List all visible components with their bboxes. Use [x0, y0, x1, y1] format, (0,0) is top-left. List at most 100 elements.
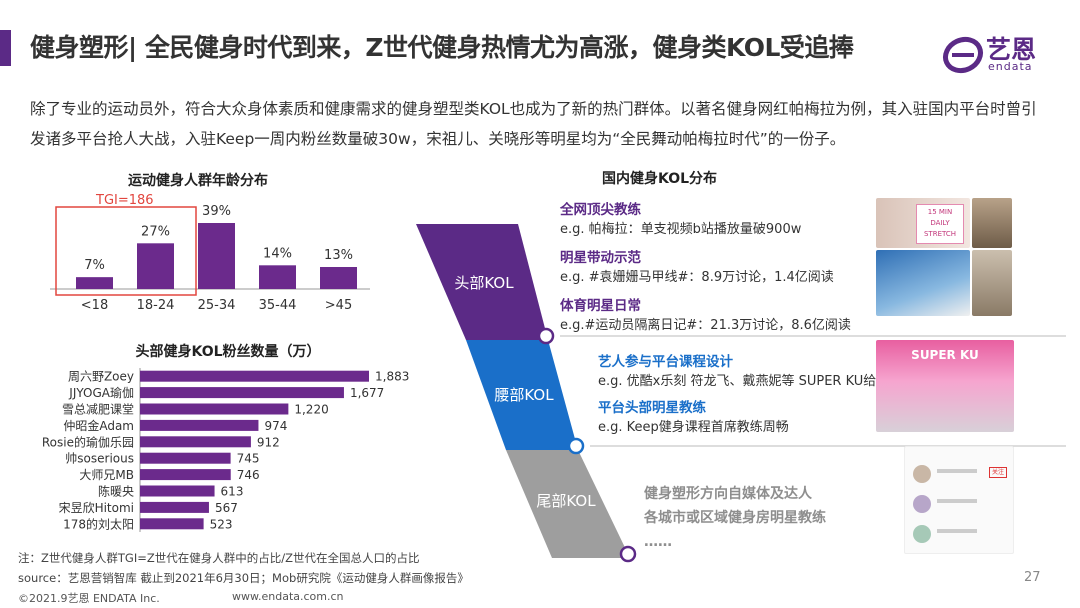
- age-category-label: <18: [81, 298, 108, 313]
- page-number: 27: [1024, 570, 1041, 585]
- funnel-node-2: [567, 437, 585, 455]
- funnel-label-tail: 尾部KOL: [536, 492, 596, 510]
- waist-item-example: e.g. 优酷x乐刻 符龙飞、戴燕妮等 SUPER KU给油舞: [598, 374, 903, 389]
- kol-value-label: 1,883: [375, 370, 409, 384]
- age-bar: [198, 223, 235, 289]
- age-category-label: >45: [325, 298, 352, 313]
- kol-bar: [140, 469, 231, 481]
- tail-item: 健身塑形方向自媒体及达人: [644, 486, 812, 502]
- kol-bar: [140, 370, 369, 382]
- funnel-tail-band: [506, 450, 630, 558]
- age-bar: [137, 243, 174, 289]
- thumb-stretch-label: DAILY STRETCH: [923, 219, 957, 238]
- age-value-label: 13%: [324, 248, 353, 263]
- funnel-label-waist: 腰部KOL: [494, 386, 554, 404]
- age-distribution-chart: 运动健身人群年龄分布 7% <18 27% 18-24 39% 25-34 14% 35-44 1…: [50, 172, 370, 313]
- kol-category-label: 帅soserious: [65, 452, 134, 466]
- tail-item: 各城市或区域健身房明星教练: [644, 510, 826, 526]
- waist-item-title: 艺人参与平台课程设计: [598, 354, 733, 370]
- kol-bar: [140, 485, 215, 497]
- kol-bar: [140, 452, 231, 464]
- head-item-example: e.g.#运动员隔离日记#：21.3万讨论，8.6亿阅读: [560, 318, 851, 333]
- thumb-min-label: 15 MIN: [927, 208, 953, 216]
- chart-notes: 注：Z世代健身人群TGI=Z世代在健身人群中的占比/Z世代在全国总人口的占比 s…: [18, 548, 469, 588]
- waist-item-example: e.g. Keep健身课程首席教练周畅: [598, 420, 789, 435]
- kol-bar: [140, 436, 251, 448]
- age-bar: [76, 277, 113, 289]
- kol-value-label: 567: [215, 501, 238, 515]
- brand-name-cn: 艺恩: [986, 35, 1037, 64]
- star-workout-photo: [972, 250, 1012, 316]
- funnel-node-1: [537, 327, 555, 345]
- tail-kol-details: 健身塑形方向自媒体及达人 各城市或区域健身房明星教练 ……: [644, 482, 826, 554]
- age-value-label: 39%: [202, 204, 231, 219]
- kol-bar: [140, 403, 289, 415]
- kol-category-label: 大师兄MB: [79, 468, 134, 482]
- age-category-label: 18-24: [137, 298, 175, 313]
- kol-value-label: 613: [221, 485, 244, 499]
- title-accent-bar: [0, 30, 11, 66]
- kol-category-label: 178的刘太阳: [63, 516, 134, 531]
- age-bar: [259, 265, 296, 289]
- tail-item: ……: [644, 534, 672, 550]
- logo-mark-icon: [942, 36, 984, 74]
- athlete-photo: [876, 250, 970, 316]
- age-value-label: 14%: [263, 246, 292, 261]
- kol-value-label: 912: [257, 435, 280, 449]
- kol-bar: [140, 518, 204, 530]
- pamela-video-thumbnail: 15 MIN DAILY STRETCH: [876, 198, 970, 248]
- funnel-head-band: [416, 224, 548, 340]
- kol-category-label: JJYOGA瑜伽: [68, 385, 134, 400]
- kol-value-label: 1,220: [294, 403, 328, 417]
- endata-logo: 艺恩 endata: [942, 34, 1060, 76]
- waist-item-title: 平台头部明星教练: [598, 400, 706, 416]
- kol-category-label: 宋昱欣Hitomi: [59, 500, 134, 515]
- head-item-example: e.g. #袁姗姗马甲线#：8.9万讨论，1.4亿阅读: [560, 270, 834, 285]
- kol-chart-title: 头部健身KOL粉丝数量（万）: [135, 343, 320, 360]
- note-line: 注：Z世代健身人群TGI=Z世代在健身人群中的占比/Z世代在全国总人口的占比: [18, 551, 420, 565]
- age-bar: [320, 267, 357, 289]
- head-item-title: 体育明星日常: [560, 298, 641, 314]
- head-kol-details: 全网顶尖教练 e.g. 帕梅拉：单支视频b站播放量破900w 明星带动示范 e.…: [560, 200, 851, 336]
- kol-bar: [140, 501, 209, 513]
- kol-value-label: 1,677: [350, 386, 384, 400]
- kol-category-label: Rosie的瑜伽乐园: [42, 434, 134, 449]
- kol-category-label: 雪总减肥课堂: [62, 403, 134, 417]
- page-title: 健身塑形| 全民健身时代到来，Z世代健身热情尤为高涨，健身类KOL受追捧: [30, 33, 854, 62]
- copyright: ©2021.9艺恩 ENDATA Inc.: [18, 592, 160, 605]
- tgi-annotation: TGI=186: [95, 193, 154, 208]
- follow-button: 关注: [989, 467, 1007, 478]
- tgi-highlight-box: [55, 206, 197, 296]
- footer-url: www.endata.com.cn: [232, 590, 344, 603]
- funnel-title: 国内健身KOL分布: [602, 171, 718, 187]
- kol-value-label: 974: [264, 419, 287, 433]
- head-item-title: 全网顶尖教练: [560, 202, 641, 218]
- kol-value-label: 745: [237, 452, 260, 466]
- star-handstand-photo: [972, 198, 1012, 248]
- funnel-node-3: [619, 545, 637, 563]
- age-category-label: 25-34: [198, 298, 236, 313]
- head-item-example: e.g. 帕梅拉：单支视频b站播放量破900w: [560, 222, 802, 237]
- kol-funnel: 头部KOL 腰部KOL 尾部KOL: [416, 224, 637, 563]
- age-category-label: 35-44: [259, 298, 297, 313]
- head-item-title: 明星带动示范: [560, 250, 641, 266]
- age-value-label: 27%: [141, 224, 170, 239]
- superku-poster: SUPER KU: [876, 340, 1014, 432]
- age-value-label: 7%: [84, 258, 105, 273]
- kol-bar: [140, 419, 259, 431]
- kol-fans-chart: 头部健身KOL粉丝数量（万）周六野Zoey 1,883 JJYOGA瑜伽 1,677 雪…: [42, 343, 409, 532]
- age-chart-title: 运动健身人群年龄分布: [128, 172, 268, 189]
- superku-text: SUPER KU: [911, 348, 979, 362]
- source-line: source：艺恩营销智库 截止到2021年6月30日；Mob研究院《运动健身人…: [18, 571, 469, 585]
- kol-category-label: 陈暖央: [98, 484, 134, 499]
- kol-value-label: 746: [237, 468, 260, 482]
- kol-bar: [140, 387, 344, 399]
- kol-value-label: 523: [210, 517, 233, 531]
- waist-kol-details: 艺人参与平台课程设计 e.g. 优酷x乐刻 符龙飞、戴燕妮等 SUPER KU给…: [598, 352, 902, 438]
- kol-category-label: 周六野Zoey: [68, 370, 134, 384]
- funnel-label-head: 头部KOL: [454, 274, 514, 292]
- intro-paragraph: 除了专业的运动员外，符合大众身体素质和健康需求的健身塑型类KOL也成为了新的热门…: [30, 100, 1037, 148]
- tail-kol-feed-thumbnail: 关注: [904, 446, 1014, 554]
- funnel-waist-band: [466, 340, 578, 450]
- kol-category-label: 仲昭金Adam: [63, 418, 134, 433]
